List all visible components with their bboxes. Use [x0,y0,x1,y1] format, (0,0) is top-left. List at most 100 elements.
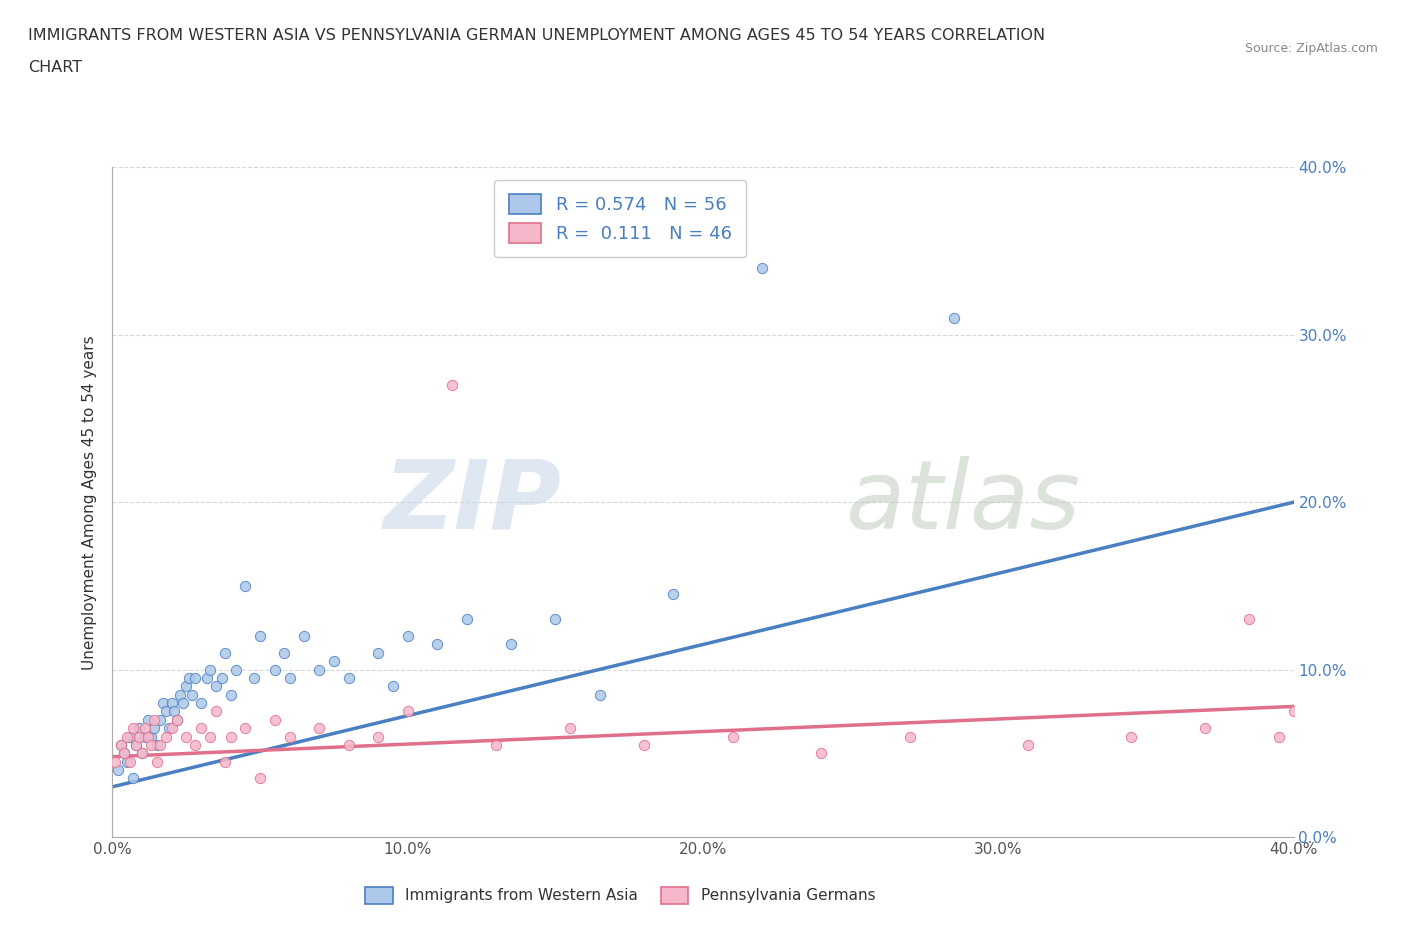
Point [198,662,221,677]
Point [219,687,242,702]
Point [125,737,148,752]
Point [184,737,207,752]
Point [142,712,165,727]
Point [117,754,138,769]
Point [588,687,610,702]
Point [1268,729,1291,744]
Point [633,737,655,752]
Point [134,729,156,744]
Point [751,260,773,275]
Point [198,729,221,744]
Text: atlas: atlas [845,456,1080,549]
Point [308,721,330,736]
Point [110,737,132,752]
Point [456,612,478,627]
Point [131,746,153,761]
Point [214,645,236,660]
Point [898,729,921,744]
Point [243,671,266,685]
Point [211,671,233,685]
Point [184,671,207,685]
Point [292,629,315,644]
Point [485,737,508,752]
Point [160,696,183,711]
Point [136,712,159,727]
Point [205,679,228,694]
Point [117,729,138,744]
Point [810,746,832,761]
Point [163,704,186,719]
Point [174,729,197,744]
Point [146,754,169,769]
Point [426,637,449,652]
Text: ZIP: ZIP [384,456,561,549]
Point [112,746,135,761]
Point [195,671,218,685]
Point [367,645,389,660]
Point [249,629,271,644]
Point [214,754,236,769]
Point [181,687,204,702]
Point [179,671,201,685]
Point [501,637,523,652]
Point [146,737,169,752]
Point [233,721,256,736]
Point [172,696,194,711]
Point [112,746,135,761]
Point [166,712,188,727]
Point [205,704,228,719]
Point [264,662,287,677]
Point [131,746,153,761]
Point [337,737,360,752]
Point [1017,737,1039,752]
Point [441,378,464,392]
Point [139,737,162,752]
Point [1119,729,1142,744]
Point [136,729,159,744]
Point [110,737,132,752]
Point [367,729,389,744]
Point [1194,721,1216,736]
Point [278,671,301,685]
Point [128,721,150,736]
Point [107,763,129,777]
Point [1282,704,1305,719]
Point [120,729,142,744]
Point [942,311,965,325]
Point [134,721,156,736]
Point [323,654,346,669]
Point [104,754,127,769]
Point [122,721,145,736]
Point [382,679,405,694]
Point [122,771,145,786]
Point [558,721,582,736]
Point [396,704,419,719]
Y-axis label: Unemployment Among Ages 45 to 54 years: Unemployment Among Ages 45 to 54 years [82,335,97,670]
Point [142,721,165,736]
Point [157,721,180,736]
Point [264,712,287,727]
Text: IMMIGRANTS FROM WESTERN ASIA VS PENNSYLVANIA GERMAN UNEMPLOYMENT AMONG AGES 45 T: IMMIGRANTS FROM WESTERN ASIA VS PENNSYLV… [28,28,1045,43]
Point [149,737,172,752]
Point [166,712,188,727]
Point [174,679,197,694]
Point [190,696,212,711]
Point [155,704,177,719]
Point [219,729,242,744]
Point [149,712,172,727]
Point [662,587,685,602]
Point [544,612,567,627]
Point [273,645,295,660]
Point [120,754,142,769]
Point [128,729,150,744]
Point [225,662,247,677]
Point [337,671,360,685]
Point [190,721,212,736]
Point [233,578,256,593]
Point [396,629,419,644]
Point [308,662,330,677]
Point [169,687,191,702]
Point [155,729,177,744]
Point [249,771,271,786]
Point [1239,612,1261,627]
